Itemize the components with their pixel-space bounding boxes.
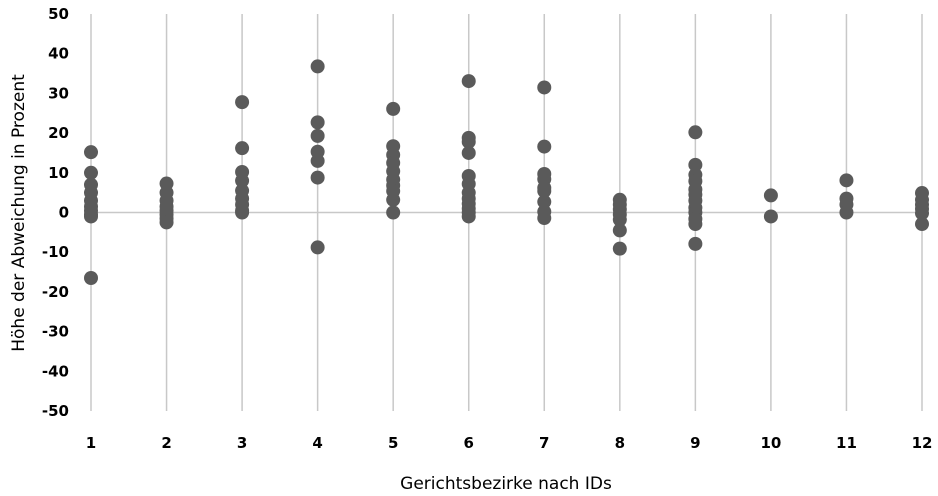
data-point — [310, 240, 325, 255]
data-point — [537, 184, 552, 199]
y-tick-label: 30 — [48, 84, 69, 102]
x-tick-label: 4 — [312, 434, 322, 452]
x-tick-label: 7 — [539, 434, 549, 452]
data-point — [235, 173, 250, 188]
x-tick-label: 11 — [836, 434, 857, 452]
y-axis-title: Höhe der Abweichung in Prozent — [9, 74, 29, 352]
data-point — [310, 170, 325, 185]
x-tick-labels: 1 2 3 4 5 6 7 8 9 10 11 12 — [86, 434, 933, 452]
data-point — [461, 134, 476, 149]
data-points — [84, 59, 929, 286]
y-tick-label: 20 — [48, 124, 69, 142]
data-point — [612, 212, 627, 227]
data-point — [688, 236, 703, 251]
data-point — [310, 59, 325, 74]
x-tick-label: 3 — [237, 434, 247, 452]
data-point — [235, 141, 250, 156]
data-point — [84, 145, 98, 160]
y-tick-label: 50 — [48, 5, 69, 23]
data-point — [612, 241, 627, 256]
data-point — [310, 115, 325, 130]
y-tick-labels: 50 40 30 20 10 0 -10 -20 -30 -40 -50 — [42, 5, 69, 420]
data-point — [839, 205, 854, 220]
x-tick-label: 1 — [86, 434, 96, 452]
y-tick-label: 10 — [48, 164, 69, 182]
x-tick-label: 12 — [912, 434, 933, 452]
data-point — [763, 209, 778, 224]
data-point — [537, 194, 552, 209]
x-tick-label: 5 — [388, 434, 398, 452]
data-point — [461, 209, 476, 224]
data-point — [310, 153, 325, 168]
y-tick-label: -20 — [42, 283, 69, 301]
y-tick-label: 40 — [48, 45, 69, 63]
data-point — [386, 101, 401, 116]
data-point — [159, 215, 174, 230]
y-tick-label: -50 — [42, 402, 69, 420]
data-point — [688, 217, 703, 232]
data-point — [235, 205, 250, 220]
data-point — [688, 125, 703, 140]
data-point — [537, 139, 552, 154]
x-tick-label: 2 — [161, 434, 171, 452]
data-point — [235, 95, 250, 110]
data-point — [537, 211, 552, 226]
y-tick-label: -10 — [42, 243, 69, 261]
data-point — [915, 206, 929, 221]
data-point — [915, 217, 929, 232]
data-point — [763, 188, 778, 203]
x-tick-label: 6 — [464, 434, 474, 452]
data-point — [537, 80, 552, 95]
data-point — [688, 157, 703, 172]
data-point — [386, 205, 401, 220]
data-point — [310, 128, 325, 143]
x-tick-label: 8 — [615, 434, 625, 452]
data-point — [84, 209, 98, 224]
x-tick-label: 9 — [690, 434, 700, 452]
y-tick-label: -40 — [42, 362, 69, 380]
data-point — [84, 271, 98, 286]
data-point — [386, 192, 401, 207]
data-point — [84, 165, 98, 180]
data-point — [461, 74, 476, 89]
y-tick-label: 0 — [59, 204, 69, 222]
y-tick-label: -30 — [42, 323, 69, 341]
data-point — [612, 223, 627, 238]
x-axis-title: Gerichtsbezirke nach IDs — [400, 474, 612, 494]
data-point — [839, 173, 854, 188]
data-point — [461, 145, 476, 160]
x-tick-label: 10 — [760, 434, 781, 452]
